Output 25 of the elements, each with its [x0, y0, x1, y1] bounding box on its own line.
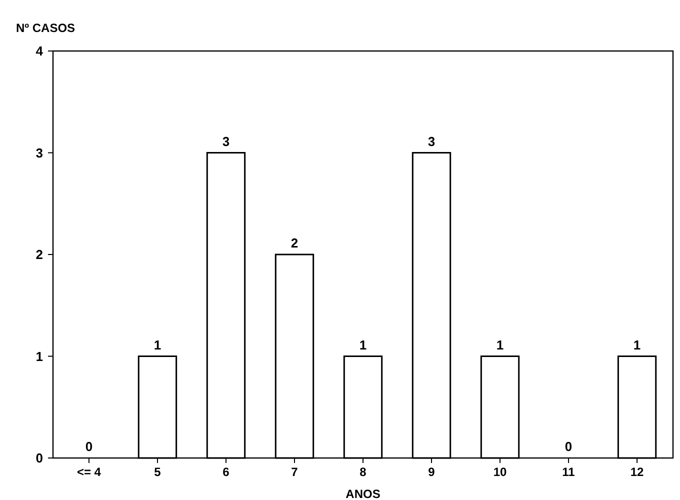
y-tick-label: 3 — [36, 145, 43, 160]
x-tick-label: <= 4 — [76, 465, 102, 479]
y-tick-label: 2 — [36, 247, 43, 262]
x-axis-title: ANOS — [346, 487, 380, 500]
data-label: 0 — [85, 439, 93, 454]
data-label: 1 — [359, 337, 367, 352]
data-label: 3 — [222, 134, 230, 149]
x-tick-label: 10 — [493, 465, 508, 479]
y-tick-label: 0 — [36, 450, 43, 466]
x-tick-label: 8 — [360, 465, 367, 479]
data-label: 1 — [633, 337, 641, 352]
data-label: 2 — [290, 236, 298, 250]
x-tick-label: 12 — [630, 465, 644, 479]
x-tick-label: 5 — [154, 465, 162, 479]
x-tick-label: 11 — [562, 465, 576, 479]
x-tick-label: 9 — [428, 465, 436, 479]
data-label: 0 — [564, 439, 572, 454]
x-tick-label: 6 — [222, 465, 230, 479]
y-tick-label: 1 — [36, 348, 43, 364]
data-label: 1 — [154, 337, 162, 352]
x-tick-label: 7 — [291, 465, 298, 479]
y-tick-label: 4 — [36, 44, 44, 59]
data-label: 1 — [496, 337, 504, 352]
data-label: 3 — [428, 134, 436, 149]
y-axis-title: Nº CASOS — [16, 21, 76, 35]
